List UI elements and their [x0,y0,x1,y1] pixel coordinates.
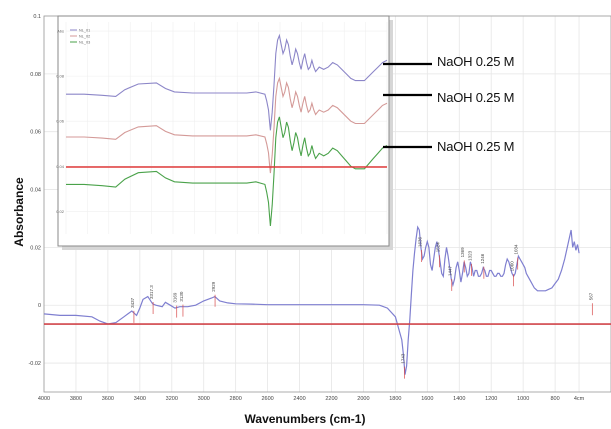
inset-frame [57,15,390,247]
inset-spectrum-3 [66,116,388,226]
peak-label: 1636 [418,237,423,248]
x-tick-label: 3400 [134,396,146,402]
peak-label: 3169 [173,292,178,303]
y-tick-label: -0.02 [28,361,41,367]
peak-label: 3130 [179,291,184,302]
peak-label: 567 [588,292,593,300]
x-tick-label: 4000 [38,396,50,402]
peak-label: 2929 [211,281,216,292]
inset-y-tick: 0.06 [56,119,65,124]
x-tick-label: 3800 [70,396,82,402]
x-tick-label: 2400 [293,396,305,402]
x-tick-label: 1200 [485,396,497,402]
peak-label: 1369 [460,247,465,258]
inset-spectrum-1 [66,33,388,131]
peak-label: 3437 [130,297,135,308]
series-label-3: NaOH 0.25 M [437,139,515,154]
inset-y-tick: Abs [57,29,64,34]
y-tick-label: 0.04 [30,188,41,194]
peak-label: 1323 [468,250,473,261]
x-tick-label: 2200 [325,396,337,402]
series-label-2: NaOH 0.25 M [437,90,515,105]
peak-label: 1060 [510,261,515,272]
y-tick-label: 0.02 [30,245,41,251]
inset-y-tick: 0.02 [56,209,65,214]
series-label-1: NaOH 0.25 M [437,54,515,69]
peak-label: 3317.3 [149,285,154,299]
peak-label: 1524 [435,242,440,253]
x-tick-label: 3600 [102,396,114,402]
y-tick-label: 0.06 [30,130,41,136]
inset-y-tick: 0.04 [56,164,65,169]
inset-legend-label: NL_01 [79,29,90,33]
inset-legend-label: NL_03 [79,41,90,45]
inset-spectrum-2 [66,76,388,174]
x-tick-label: 1000 [517,396,529,402]
x-tick-label: 2800 [230,396,242,402]
y-tick-label: 0.1 [33,14,41,20]
peak-label: 1034 [514,244,519,255]
x-tick-label: 2600 [261,396,273,402]
y-tick-label: 0 [38,303,41,309]
peak-label: 1743 [400,353,405,364]
x-tick-label: 4cm [574,396,585,402]
peak-label: 1246 [480,253,485,264]
y-tick-label: 0.08 [30,72,41,78]
x-tick-label: 3000 [198,396,210,402]
y-axis-label: Absorbance [12,177,26,247]
x-tick-label: 1800 [389,396,401,402]
inset-y-tick: 0.08 [56,74,65,79]
x-tick-label: 3200 [166,396,178,402]
x-tick-label: 1400 [453,396,465,402]
peak-label: 1447 [448,265,453,276]
inset-legend-label: NL_02 [79,35,90,39]
x-tick-label: 2000 [357,396,369,402]
x-tick-label: 1600 [421,396,433,402]
x-tick-label: 800 [551,396,560,402]
x-axis-label: Wavenumbers (cm-1) [244,412,366,426]
spectrum-line [43,225,580,375]
inset-plot: Abs 0.08 0.06 0.04 0.02 NL_01 NL_02 NL_03 [56,15,432,250]
